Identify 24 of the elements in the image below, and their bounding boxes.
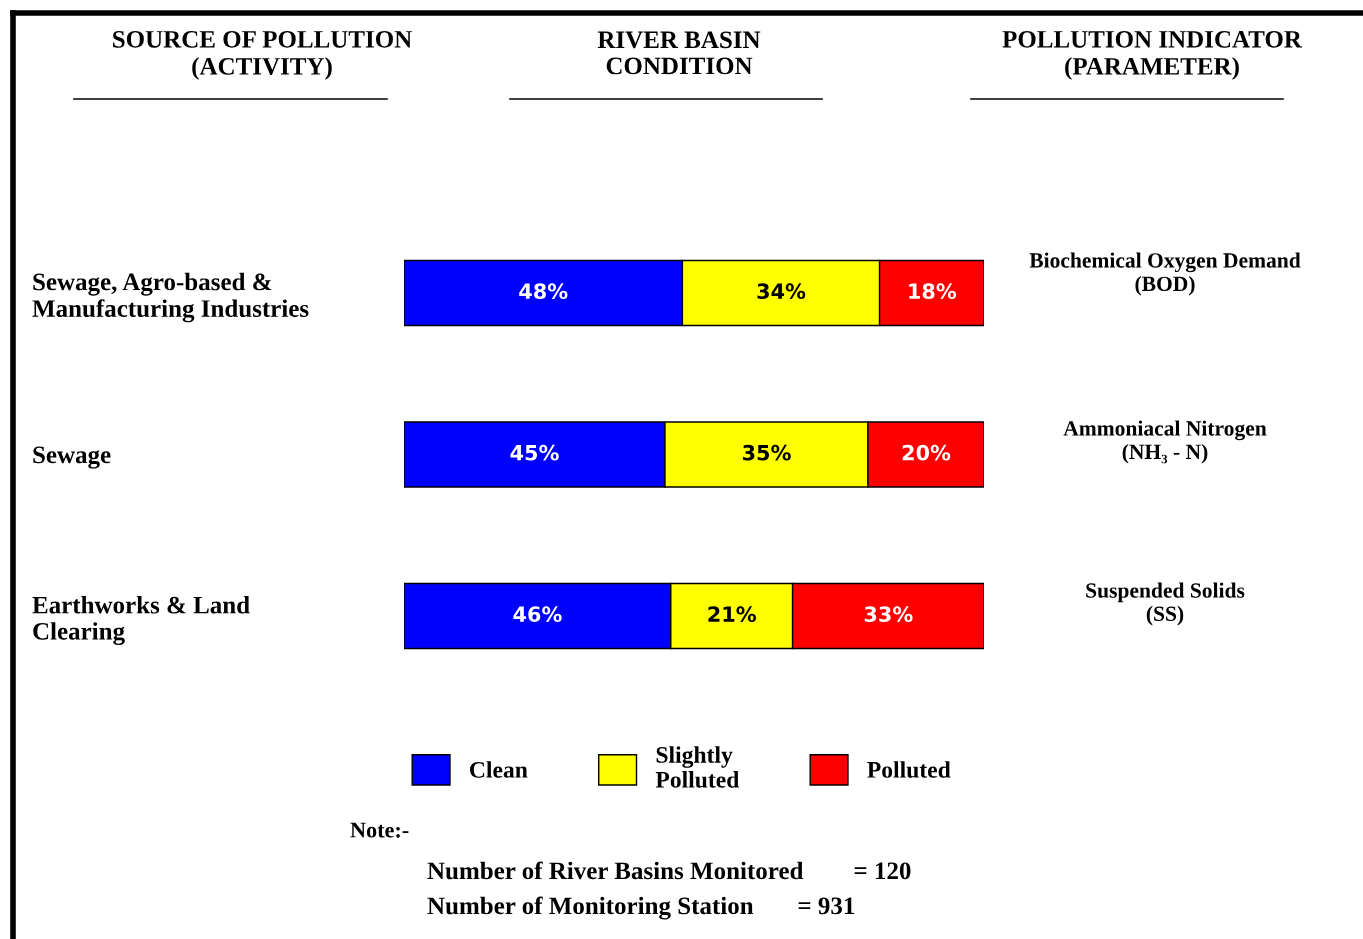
data-label: 46% <box>513 606 562 623</box>
data-label: 48% <box>519 283 568 300</box>
legend-label: Slightly Polluted <box>655 746 740 788</box>
chart-title: RIVER BASIN CONDITION <box>597 31 761 75</box>
legend-label: Polluted <box>867 761 951 778</box>
text: POLLUTION INDICATOR (PARAMETER) <box>1002 30 1303 80</box>
text: Number of Monitoring Station = 931 <box>427 896 855 920</box>
text: Number of River Basins Monitored = 120 <box>427 861 911 880</box>
data-label: 21% <box>708 606 756 623</box>
data-label: 33% <box>864 606 913 623</box>
data-label: 35% <box>742 444 791 461</box>
data-label: 18% <box>909 283 957 300</box>
text: Ammoniacal Nitrogen (NH₃ - N) <box>1063 420 1267 464</box>
text: Note:- <box>350 822 409 838</box>
data-label: 34% <box>757 283 806 300</box>
text: Biochemical Oxygen Demand (BOD) <box>1029 252 1301 296</box>
data-label: 20% <box>902 444 951 461</box>
data-label: 45% <box>510 444 559 461</box>
legend-label: Clean <box>470 761 528 778</box>
y-tick-label: Earthworks & Land Clearing <box>32 595 250 645</box>
source-note: SOURCE OF POLLUTION (ACTIVITY) <box>113 30 412 80</box>
y-tick-label: Sewage <box>33 446 111 469</box>
text: Suspended Solids (SS) <box>1086 582 1245 626</box>
y-tick-label: Sewage, Agro-based & Manufacturing Industries <box>32 272 309 323</box>
